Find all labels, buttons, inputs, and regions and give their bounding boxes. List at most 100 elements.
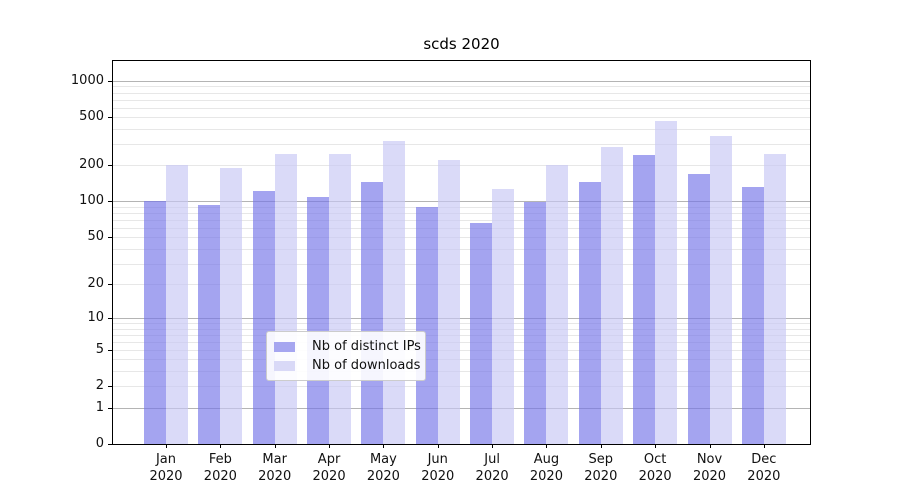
y-tick-label: 2 (95, 378, 104, 394)
x-tick-label: May 2020 (351, 451, 415, 485)
bar-downloads (329, 154, 352, 444)
y-tick-mark (108, 317, 112, 319)
x-tick-mark (709, 444, 711, 448)
x-tick-year: 2020 (692, 469, 727, 484)
bar-downloads (546, 165, 569, 444)
y-tick-label: 500 (79, 109, 104, 125)
x-tick-label: Jul 2020 (460, 451, 524, 485)
bar-distinct-ips (470, 223, 493, 444)
y-tick-mark (108, 444, 112, 445)
y-tick-label: 20 (87, 276, 104, 291)
bar-downloads (600, 146, 623, 444)
bar-downloads (166, 165, 188, 444)
x-tick-mark (492, 444, 494, 448)
x-tick-year: 2020 (421, 469, 455, 484)
x-tick-year: 2020 (475, 469, 509, 484)
gridline-minor (113, 284, 810, 285)
bar-downloads (220, 168, 243, 444)
bar-downloads (437, 160, 460, 444)
y-tick-mark (108, 386, 112, 388)
y-tick-label: 1000 (70, 72, 104, 88)
y-tick-label: 50 (87, 229, 104, 245)
gridline-minor (113, 328, 810, 330)
legend-label: Nb of downloads (312, 358, 421, 373)
x-tick-month: Sep (588, 452, 614, 467)
gridline-minor (113, 219, 810, 221)
x-tick-month: Jun (427, 452, 448, 467)
x-tick-label: Jun 2020 (406, 451, 470, 485)
bar-downloads (383, 140, 406, 444)
bar-distinct-ips (415, 206, 438, 444)
gridline-minor (113, 117, 810, 119)
x-tick-month: May (369, 452, 397, 467)
x-tick-year: 2020 (149, 469, 183, 484)
x-tick-label: Sep 2020 (569, 451, 633, 485)
x-tick-month: Dec (751, 452, 777, 467)
y-tick-label: 1 (95, 399, 104, 415)
bar-distinct-ips (144, 201, 166, 444)
x-tick-mark (655, 444, 657, 448)
x-tick-month: Apr (317, 452, 341, 467)
x-tick-mark (437, 444, 439, 448)
bar-downloads (492, 188, 515, 444)
y-tick-label: 200 (79, 157, 104, 173)
x-tick-label: Jan 2020 (134, 451, 198, 485)
gridline-major (113, 201, 810, 203)
x-tick-label: Aug 2020 (514, 451, 578, 485)
x-tick-year: 2020 (203, 469, 237, 484)
gridline-minor (113, 107, 810, 109)
x-tick-mark (329, 444, 331, 448)
x-tick-mark (763, 444, 765, 448)
y-tick-label: 5 (95, 341, 104, 357)
x-tick-mark (383, 444, 385, 448)
gridline-minor (113, 371, 810, 373)
gridline-minor (113, 359, 810, 361)
x-tick-mark (600, 444, 602, 448)
gridline-minor (113, 263, 810, 265)
y-tick-mark (108, 201, 112, 203)
gridline-major (113, 80, 810, 82)
legend-item: Nb of distinct IPs (274, 337, 421, 356)
x-tick-month: Nov (696, 452, 723, 467)
gridline-minor (113, 144, 810, 146)
bar-downloads (709, 135, 732, 444)
gridline-minor (113, 237, 810, 239)
x-tick-month: Mar (262, 452, 287, 467)
bar-distinct-ips (307, 196, 330, 444)
bar-distinct-ips (252, 190, 275, 444)
x-tick-month: Jul (484, 452, 500, 467)
bar-distinct-ips (361, 181, 384, 444)
gridline-major (113, 407, 810, 409)
gridline-minor (113, 323, 810, 324)
gridline-minor (113, 341, 810, 343)
legend-swatch-distinct-ips (274, 341, 295, 352)
y-tick-mark (108, 237, 112, 239)
gridline-minor (113, 386, 810, 388)
y-tick-label: 0 (95, 436, 104, 451)
chart-title: scds 2020 (423, 35, 500, 53)
x-tick-mark (166, 444, 167, 448)
bar-distinct-ips (524, 202, 547, 444)
gridline-minor (113, 206, 810, 208)
y-tick-mark (108, 117, 112, 119)
x-tick-year: 2020 (312, 469, 346, 484)
y-tick-mark (108, 165, 112, 167)
y-tick-mark (108, 407, 112, 409)
legend-swatch-downloads (274, 360, 295, 371)
x-tick-month: Jan (155, 452, 177, 467)
bar-downloads (763, 153, 786, 444)
x-tick-year: 2020 (529, 469, 563, 484)
gridline-minor (113, 213, 810, 215)
gridline-minor (113, 227, 810, 229)
x-tick-mark (546, 444, 548, 448)
y-tick-mark (108, 284, 112, 285)
gridline-minor (113, 86, 810, 88)
bar-distinct-ips (198, 204, 221, 444)
bar-distinct-ips (687, 173, 710, 444)
x-tick-month: Oct (643, 452, 667, 467)
gridline-major (113, 317, 810, 319)
bar-downloads (655, 120, 678, 444)
x-tick-year: 2020 (584, 469, 618, 484)
bar-distinct-ips (578, 182, 601, 444)
